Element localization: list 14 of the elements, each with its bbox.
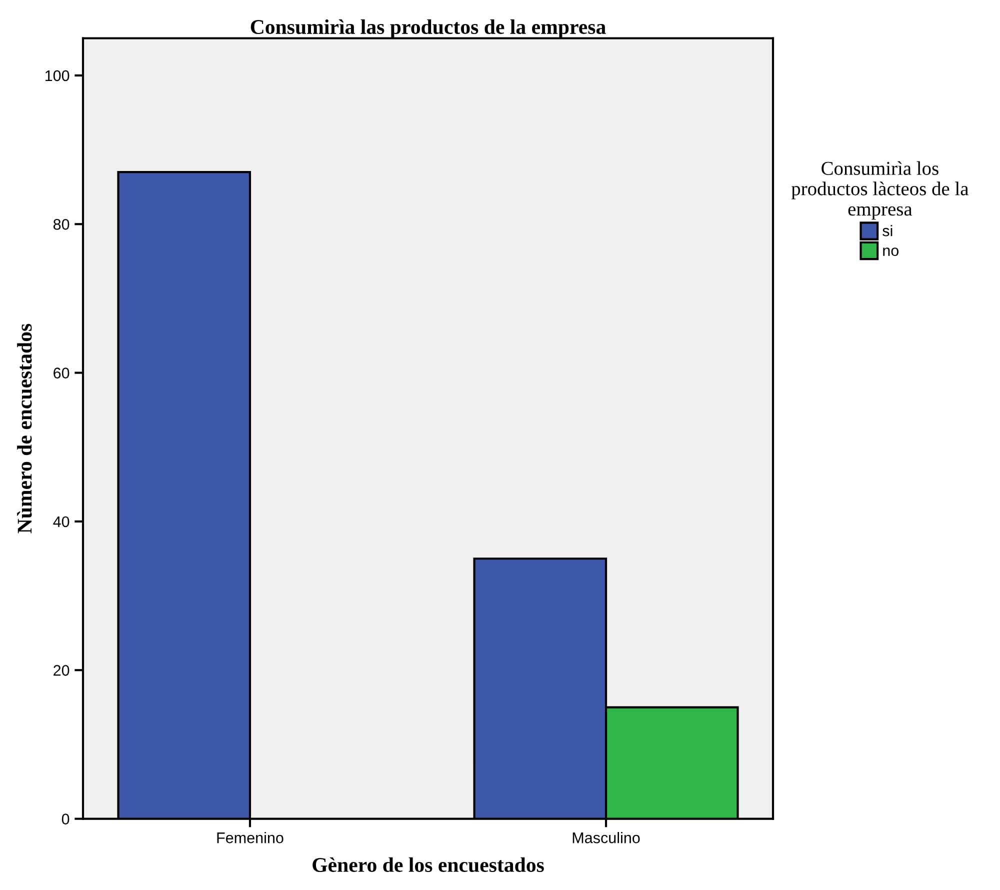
y-tick-label: 80 bbox=[53, 218, 70, 230]
x-tick-label: Femenino bbox=[217, 832, 284, 844]
legend-title: Consumirìa los productos làcteos de la empresa bbox=[791, 161, 968, 220]
y-tick-label: 20 bbox=[54, 664, 70, 676]
legend-label: no bbox=[883, 248, 898, 256]
y-tick-label: 40 bbox=[53, 516, 70, 528]
y-tick-label: 0 bbox=[62, 814, 70, 824]
x-tick-label: Masculino bbox=[572, 832, 640, 844]
y-axis-title: Nùmero de encuestados bbox=[17, 324, 32, 534]
x-axis-title: Gènero de los encuestados bbox=[312, 857, 544, 872]
y-tick-label: 100 bbox=[45, 70, 70, 82]
y-tick-label: 60 bbox=[54, 368, 70, 378]
legend-label: si bbox=[882, 225, 892, 236]
chart-title: Consumirìa las productos de la empresa bbox=[250, 19, 606, 38]
